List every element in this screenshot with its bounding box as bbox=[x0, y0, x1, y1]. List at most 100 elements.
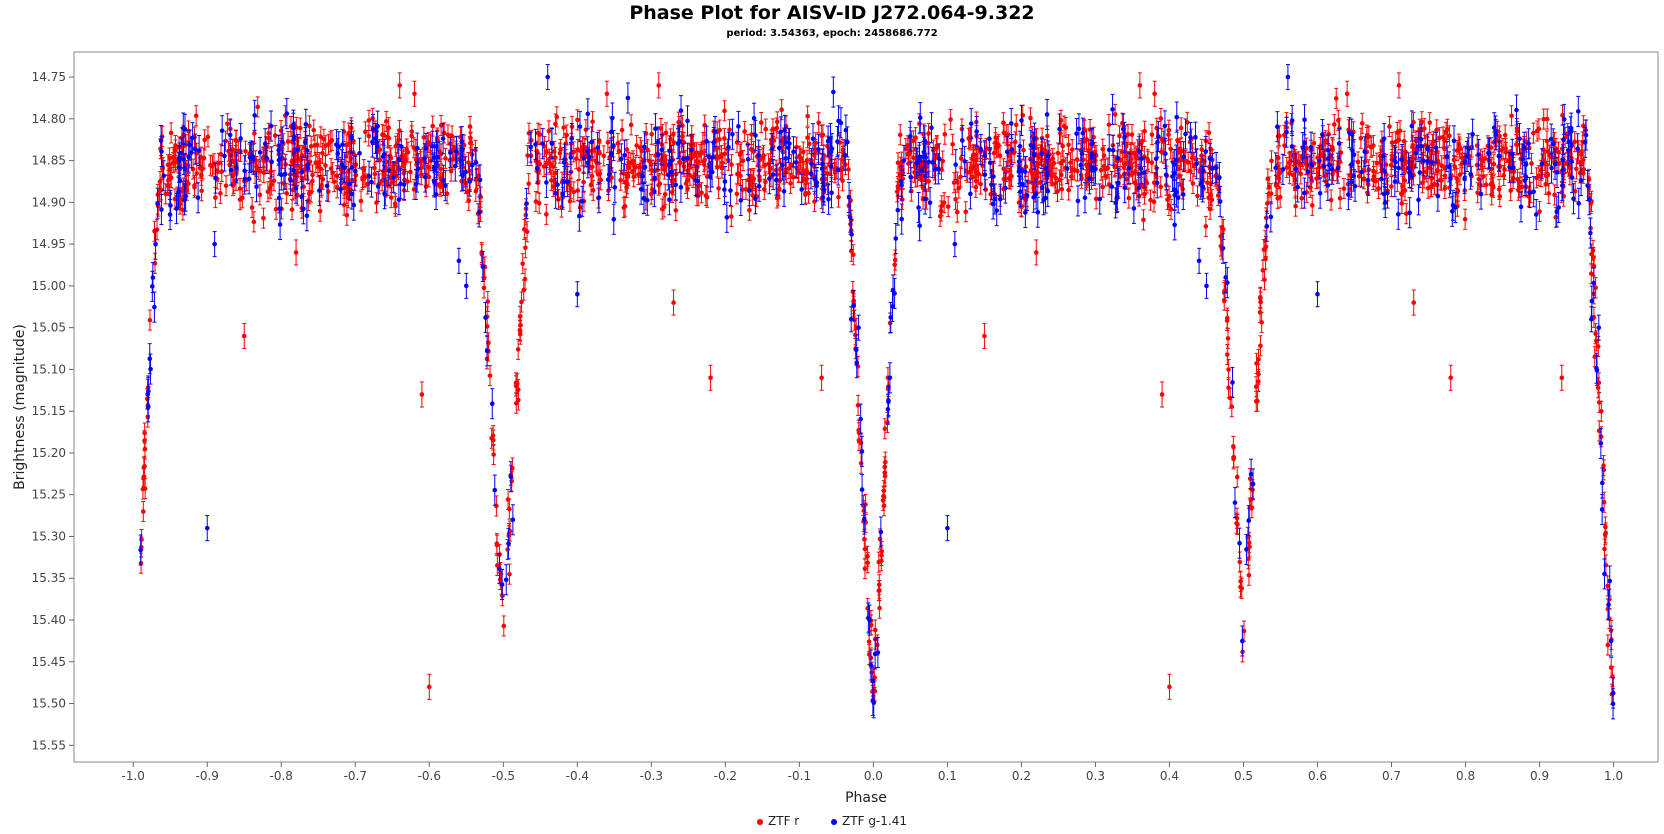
data-point-ztf-r bbox=[537, 124, 543, 146]
data-point-ztf-r bbox=[1055, 142, 1061, 164]
data-point-ztf-r bbox=[751, 140, 756, 162]
data-point-ztf-r bbox=[526, 173, 532, 195]
data-point-ztf-r bbox=[1234, 466, 1240, 488]
chart-subtitle: period: 3.54363, epoch: 2458686.772 bbox=[726, 28, 938, 39]
data-point-ztf-r bbox=[805, 105, 810, 127]
y-tick-label: 15.30 bbox=[32, 529, 66, 543]
data-point-ztf-r bbox=[1529, 152, 1534, 174]
x-tick-label: 0.3 bbox=[1086, 769, 1105, 783]
plot-area bbox=[73, 51, 1659, 763]
legend: ZTF r ZTF g-1.41 bbox=[0, 814, 1664, 828]
x-tick-label: 1.0 bbox=[1604, 769, 1623, 783]
legend-item-ztf-r: ZTF r bbox=[757, 814, 803, 828]
chart-title: Phase Plot for AISV-ID J272.064-9.322 bbox=[629, 2, 1035, 24]
data-point-ztf-r bbox=[876, 551, 882, 573]
y-tick-label: 15.40 bbox=[32, 613, 66, 627]
y-tick-label: 15.45 bbox=[32, 655, 66, 669]
data-point-ztf-r bbox=[284, 182, 290, 204]
data-point-ztf-r bbox=[1117, 125, 1122, 147]
data-point-ztf-r bbox=[1434, 119, 1440, 141]
x-tick-label: 0.2 bbox=[1012, 769, 1031, 783]
x-tick-label: -0.4 bbox=[566, 769, 589, 783]
data-point-ztf-r bbox=[789, 154, 794, 176]
data-point-ztf-r bbox=[1605, 575, 1611, 597]
data-point-ztf-r bbox=[315, 134, 320, 156]
legend-marker-blue bbox=[831, 818, 838, 825]
data-point-ztf-r bbox=[219, 160, 225, 183]
y-axis-label: Brightness (magnitude) bbox=[12, 324, 28, 490]
data-point-ztf-r bbox=[590, 179, 596, 201]
y-tick-label: 14.75 bbox=[32, 70, 66, 84]
data-point-ztf-r bbox=[1028, 107, 1033, 129]
data-point-ztf-r bbox=[272, 125, 278, 147]
x-tick-label: -1.0 bbox=[122, 769, 145, 783]
x-tick-label: 0.1 bbox=[938, 769, 957, 783]
y-tick-label: 14.80 bbox=[32, 112, 66, 126]
data-point-ztf-r bbox=[1501, 164, 1507, 187]
y-tick-label: 15.50 bbox=[32, 697, 66, 711]
y-tick-label: 15.20 bbox=[32, 446, 66, 460]
data-point-ztf-r bbox=[1552, 184, 1557, 206]
data-point-ztf-r bbox=[1572, 131, 1578, 153]
data-point-ztf-r bbox=[758, 112, 764, 134]
data-point-ztf-r bbox=[846, 158, 851, 180]
data-point-ztf-r bbox=[223, 175, 229, 197]
y-tick-label: 14.95 bbox=[32, 237, 66, 251]
y-tick-label: 15.00 bbox=[32, 279, 66, 293]
x-tick-label: 0.4 bbox=[1160, 769, 1179, 783]
y-tick-label: 15.35 bbox=[32, 571, 66, 585]
legend-marker-red bbox=[757, 818, 764, 825]
y-tick-label: 14.90 bbox=[32, 195, 66, 209]
x-tick-label: -0.5 bbox=[492, 769, 515, 783]
x-tick-label: 0.0 bbox=[864, 769, 883, 783]
x-tick-label: 0.7 bbox=[1382, 769, 1401, 783]
data-point-ztf-r bbox=[624, 139, 630, 161]
data-point-ztf-r bbox=[729, 205, 734, 227]
x-tick-label: -0.6 bbox=[418, 769, 441, 783]
legend-label-ztf-g: ZTF g-1.41 bbox=[842, 814, 907, 828]
data-point-ztf-r bbox=[1574, 158, 1579, 180]
data-point-ztf-r bbox=[1509, 105, 1514, 127]
data-point-ztf-r bbox=[819, 125, 824, 147]
data-point-ztf-r bbox=[218, 143, 224, 165]
data-point-ztf-r bbox=[1537, 201, 1542, 223]
x-tick-label: -0.2 bbox=[714, 769, 737, 783]
x-tick-label: -0.7 bbox=[344, 769, 367, 783]
y-tick-label: 15.05 bbox=[32, 321, 66, 335]
y-tick-label: 15.55 bbox=[32, 738, 66, 752]
data-point-ztf-r bbox=[501, 615, 507, 637]
data-point-ztf-r bbox=[1188, 160, 1193, 182]
x-axis-label: Phase bbox=[845, 790, 887, 806]
data-point-ztf-r bbox=[317, 200, 323, 222]
data-point-ztf-r bbox=[812, 190, 817, 213]
data-point-ztf-r bbox=[954, 201, 960, 223]
y-axis-ticks: 14.75 14.80 14.85 14.90 14.95 15.00 15.05 15.10… bbox=[32, 70, 74, 752]
data-point-ztf-r bbox=[1141, 209, 1146, 231]
x-axis-ticks: -1.0 -0.9 -0.8 -0.7 -0.6 -0.5 -0.4 -0.3 -0.2 -0.1… bbox=[122, 762, 1623, 783]
data-point-ztf-r bbox=[649, 123, 654, 145]
legend-item-ztf-g: ZTF g-1.41 bbox=[831, 814, 907, 828]
data-point-ztf-r bbox=[533, 191, 539, 213]
x-tick-label: -0.9 bbox=[196, 769, 219, 783]
data-point-ztf-r bbox=[515, 338, 521, 360]
data-point-ztf-r bbox=[1178, 117, 1184, 139]
data-point-ztf-r bbox=[836, 186, 841, 208]
legend-label-ztf-r: ZTF r bbox=[768, 814, 800, 828]
data-points bbox=[138, 64, 1616, 720]
data-point-ztf-r bbox=[257, 184, 263, 206]
data-point-ztf-r bbox=[1129, 124, 1135, 146]
data-point-ztf-r bbox=[628, 114, 634, 136]
x-tick-label: -0.3 bbox=[640, 769, 663, 783]
x-tick-label: 0.9 bbox=[1530, 769, 1549, 783]
x-tick-label: 0.5 bbox=[1234, 769, 1253, 783]
x-tick-label: 0.6 bbox=[1308, 769, 1327, 783]
x-tick-label: 0.8 bbox=[1456, 769, 1475, 783]
data-point-ztf-r bbox=[729, 154, 734, 176]
data-point-ztf-r bbox=[1203, 215, 1209, 237]
y-tick-label: 15.10 bbox=[32, 362, 66, 376]
data-point-ztf-r bbox=[941, 192, 947, 214]
y-tick-label: 15.25 bbox=[32, 488, 66, 502]
x-tick-label: -0.1 bbox=[788, 769, 811, 783]
y-tick-label: 14.85 bbox=[32, 154, 66, 168]
